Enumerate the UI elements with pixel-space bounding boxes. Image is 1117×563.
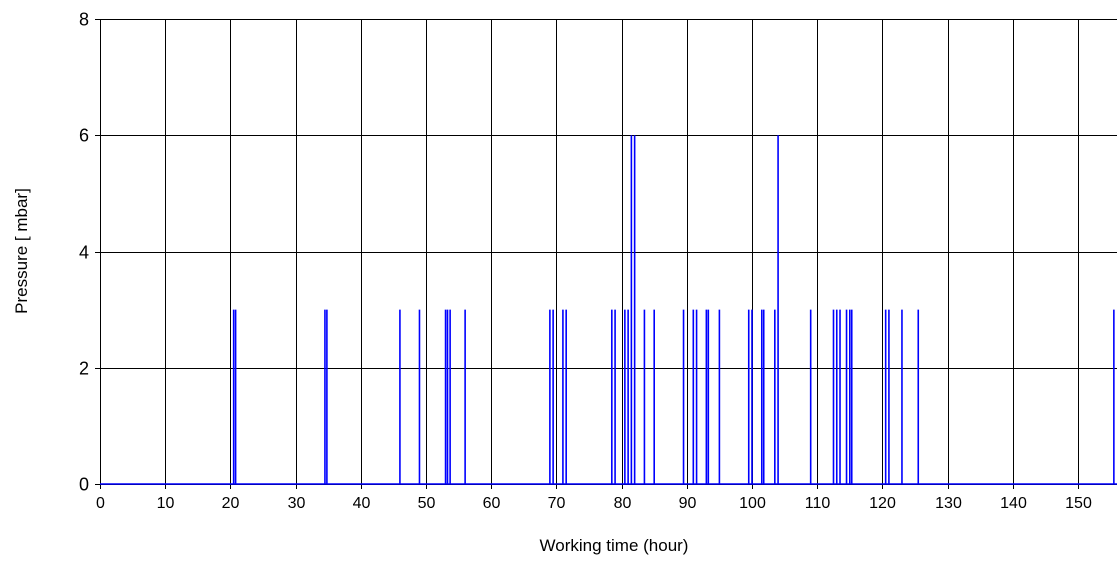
x-tick-label-70: 70	[548, 495, 566, 512]
x-tick-label-110: 110	[805, 495, 831, 512]
x-tick-label-0: 0	[96, 495, 105, 512]
x-tick-label-120: 120	[869, 495, 896, 512]
y-tick-label-2: 2	[79, 359, 89, 379]
y-tick-label-6: 6	[79, 126, 89, 146]
tick-layer: 0 10 20 30 40 50 60 70 80 90 100 110 120 130 140 150 0 2 4…	[79, 10, 1092, 513]
x-tick-label-150: 150	[1065, 495, 1092, 512]
y-tick-label-0: 0	[79, 475, 89, 495]
series-layer	[100, 135, 1117, 485]
x-tick-label-10: 10	[157, 495, 175, 512]
x-axis-title: Working time (hour)	[540, 536, 689, 555]
x-tick-label-140: 140	[1000, 495, 1027, 512]
x-tick-label-50: 50	[418, 495, 436, 512]
x-tick-label-80: 80	[614, 495, 632, 512]
x-tick-label-30: 30	[288, 495, 306, 512]
y-tick-label-4: 4	[79, 243, 89, 263]
x-tick-label-100: 100	[739, 495, 766, 512]
x-tick-label-90: 90	[679, 495, 697, 512]
x-tick-label-20: 20	[222, 495, 240, 512]
grid-layer	[95, 19, 1117, 489]
x-tick-label-40: 40	[353, 495, 371, 512]
y-tick-label-8: 8	[79, 10, 89, 30]
x-tick-label-60: 60	[483, 495, 501, 512]
y-axis-title: Pressure [ mbar]	[12, 188, 31, 314]
x-tick-label-130: 130	[935, 495, 962, 512]
